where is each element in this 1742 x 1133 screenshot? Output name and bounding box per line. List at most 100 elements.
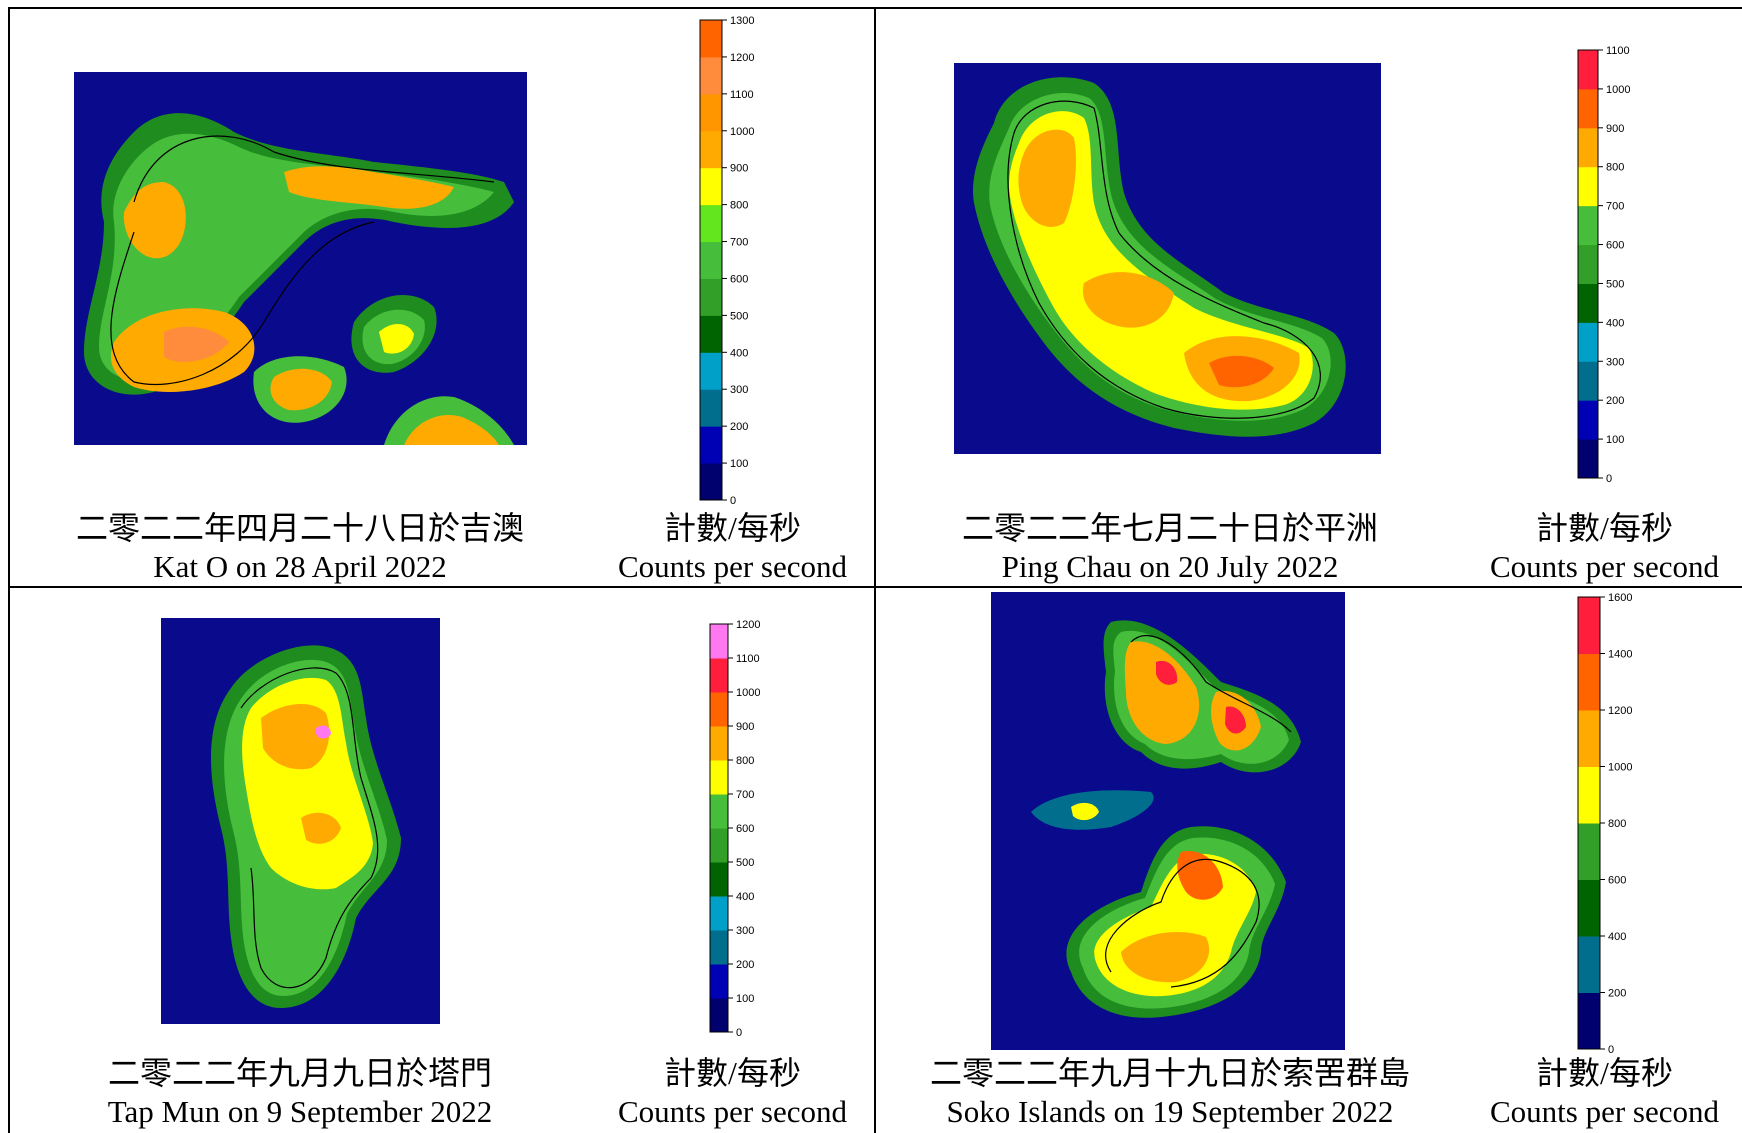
legend-color-segment — [700, 167, 722, 206]
legend-tick-label: 700 — [1606, 201, 1624, 213]
caption-zh: 二零二二年四月二十八日於吉澳 — [75, 510, 524, 546]
caption-en: Ping Chau on 20 July 2022 — [1001, 549, 1339, 584]
legend-tick-label: 1300 — [730, 15, 754, 27]
legend-tick-label: 0 — [736, 1027, 742, 1039]
legend-tick-label: 200 — [730, 421, 748, 433]
caption-tap-mun: 二零二二年九月九日於塔門 Tap Mun on 9 September 2022 — [60, 1053, 540, 1131]
legend-color-segment — [1578, 50, 1598, 90]
legend-tick-label: 100 — [1606, 434, 1624, 446]
legend-color-segment — [700, 130, 722, 169]
legend-color-segment — [1578, 361, 1598, 401]
legend-color-segment — [700, 278, 722, 316]
legend-tick-label: 400 — [736, 891, 754, 903]
legend-tick-label: 1600 — [1608, 592, 1632, 604]
legend-tick-label: 300 — [736, 925, 754, 937]
legend-tick-label: 200 — [1606, 395, 1624, 407]
map-ping-chau — [954, 63, 1381, 454]
grid-divider-vertical — [874, 7, 876, 1133]
legend-en: Counts per second — [617, 549, 848, 584]
caption-en: Kat O on 28 April 2022 — [153, 549, 447, 584]
legend-zh: 計數/每秒 — [664, 1055, 801, 1091]
legend-tick-label: 700 — [736, 789, 754, 801]
legend-tick-label: 0 — [1606, 473, 1612, 485]
legend-tick-label: 600 — [736, 823, 754, 835]
legend-color-segment — [700, 93, 722, 132]
legend-color-segment — [1578, 439, 1598, 479]
legend-color-segment — [1578, 710, 1600, 767]
legend-tick-label: 600 — [730, 273, 748, 285]
legend-tick-label: 200 — [736, 959, 754, 971]
legend-en: Counts per second — [617, 1094, 848, 1129]
legend-color-segment — [710, 828, 728, 863]
legend-tick-label: 100 — [736, 993, 754, 1005]
legend-tick-label: 300 — [730, 384, 748, 396]
legend-caption-soko-islands: 計數/每秒 Counts per second — [1472, 1053, 1737, 1131]
legend-tap-mun: 0 100 200 300 400 500 600 700 800 900 1000 1100 1200 — [700, 614, 820, 1039]
legend-tick-label: 1400 — [1608, 649, 1632, 661]
legend-color-segment — [710, 964, 728, 999]
legend-color-segment — [710, 896, 728, 931]
legend-color-segment — [1578, 936, 1600, 993]
legend-tick-label: 500 — [730, 310, 748, 322]
legend-color-segment — [1578, 88, 1598, 129]
legend-caption-ping-chau: 計數/每秒 Counts per second — [1472, 508, 1737, 586]
legend-tick-label: 600 — [1606, 240, 1624, 252]
legend-tick-label: 800 — [730, 200, 748, 212]
legend-tick-label: 1100 — [730, 89, 754, 101]
legend-color-segment — [700, 204, 722, 243]
legend-color-segment — [1578, 244, 1598, 284]
legend-tick-label: 700 — [730, 237, 748, 249]
caption-soko-islands: 二零二二年九月十九日於索罟群島 Soko Islands on 19 Septe… — [900, 1053, 1440, 1131]
legend-color-segment — [700, 241, 722, 279]
legend-tick-label: 1100 — [736, 653, 760, 665]
legend-tick-label: 1000 — [736, 687, 760, 699]
legend-color-segment — [1578, 879, 1600, 937]
legend-color-segment — [710, 760, 728, 795]
map-soko-islands — [991, 592, 1345, 1050]
legend-tick-label: 800 — [1608, 818, 1626, 830]
legend-color-segment — [700, 463, 722, 501]
legend-tick-label: 800 — [1606, 162, 1624, 174]
legend-tick-label: 900 — [736, 721, 754, 733]
legend-tick-label: 400 — [1606, 317, 1624, 329]
legend-color-segment — [700, 56, 722, 95]
legend-tick-label: 900 — [730, 163, 748, 175]
legend-color-segment — [710, 930, 728, 965]
caption-ping-chau: 二零二二年七月二十日於平洲 Ping Chau on 20 July 2022 — [930, 508, 1410, 586]
legend-color-segment — [1578, 653, 1600, 711]
legend-tick-label: 1000 — [730, 126, 754, 138]
legend-tick-label: 1200 — [1608, 705, 1632, 717]
legend-color-segment — [700, 389, 722, 427]
caption-zh: 二零二二年九月十九日於索罟群島 — [929, 1055, 1410, 1091]
legend-tick-label: 600 — [1608, 875, 1626, 887]
legend-color-segment — [710, 624, 728, 659]
legend-zh: 計數/每秒 — [1536, 1055, 1673, 1091]
legend-color-segment — [700, 426, 722, 464]
caption-en: Soko Islands on 19 September 2022 — [946, 1094, 1394, 1129]
legend-frame — [699, 19, 723, 501]
legend-tick-label: 900 — [1606, 123, 1624, 135]
grid-divider-horizontal — [8, 586, 1742, 588]
caption-zh: 二零二二年九月九日於塔門 — [107, 1055, 492, 1091]
legend-tick-label: 1200 — [730, 52, 754, 64]
legend-tick-label: 200 — [1608, 988, 1626, 1000]
legend-color-segment — [700, 315, 722, 353]
caption-kat-o: 二零二二年四月二十八日於吉澳 Kat O on 28 April 2022 — [60, 508, 540, 586]
legend-color-segment — [1578, 597, 1600, 654]
legend-tick-label: 300 — [1606, 356, 1624, 368]
legend-color-segment — [1578, 992, 1600, 1050]
legend-color-segment — [710, 658, 728, 693]
legend-caption-kat-o: 計數/每秒 Counts per second — [600, 508, 865, 586]
legend-color-segment — [700, 352, 722, 390]
legend-color-segment — [1578, 766, 1600, 824]
legend-zh: 計數/每秒 — [1536, 510, 1673, 546]
legend-tick-label: 1000 — [1606, 84, 1630, 96]
legend-color-segment — [1578, 400, 1598, 440]
legend-color-segment — [710, 692, 728, 727]
legend-tick-label: 0 — [1608, 1044, 1614, 1056]
legend-color-segment — [710, 726, 728, 761]
legend-color-segment — [1578, 205, 1598, 246]
legend-ping-chau: 0 100 200 300 400 500 600 700 800 900 1000 1100 — [1568, 40, 1688, 495]
legend-tick-label: 1200 — [736, 619, 760, 631]
legend-tick-label: 800 — [736, 755, 754, 767]
